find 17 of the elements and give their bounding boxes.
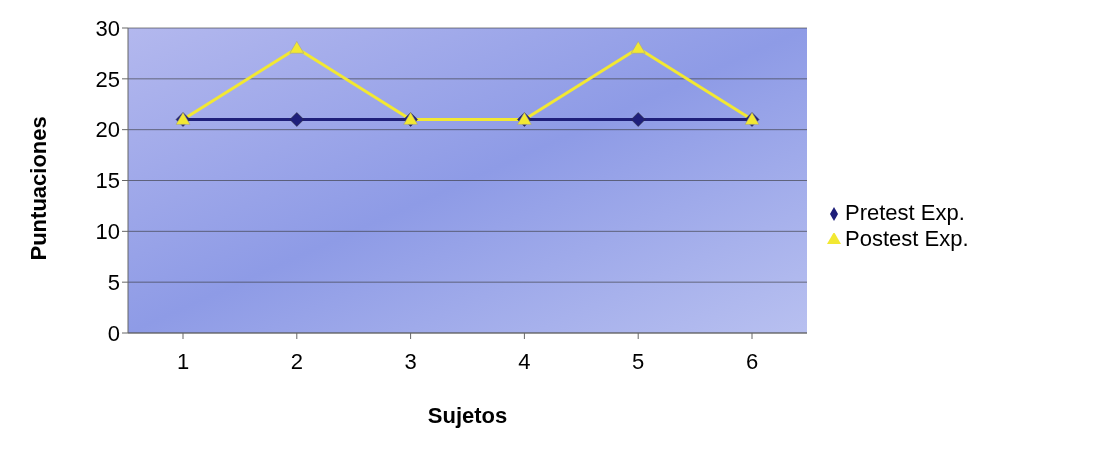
x-tick-label: 4 [518,348,531,374]
y-tick-label: 30 [95,15,120,41]
legend-label: Pretest Exp. [845,199,965,225]
y-tick-label: 5 [107,269,120,295]
y-axis-title: Puntuaciones [25,116,51,261]
y-tick-label: 10 [95,219,120,245]
x-tick-label: 3 [404,348,417,374]
x-axis-title: Sujetos [427,403,508,428]
y-tick-label: 25 [95,66,120,92]
x-tick-label: 5 [632,348,645,374]
x-tick-label: 6 [745,348,759,374]
y-tick-label: 20 [95,117,120,143]
y-tick-label: 15 [95,168,120,194]
y-tick-label: 0 [107,320,120,346]
x-tick-label: 1 [176,348,190,374]
legend-label: Postest Exp. [845,225,969,251]
x-tick-label: 2 [290,348,303,374]
